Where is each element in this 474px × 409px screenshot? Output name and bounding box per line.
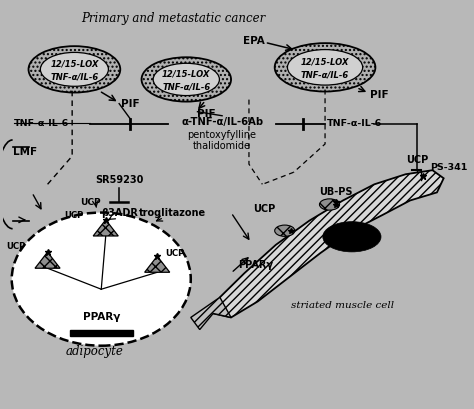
Text: SR59230: SR59230 <box>95 175 143 185</box>
Text: PIF: PIF <box>198 109 216 119</box>
Ellipse shape <box>12 213 191 346</box>
Text: TNF-α/IL-6: TNF-α/IL-6 <box>50 72 99 81</box>
Text: PPARγ: PPARγ <box>82 312 120 322</box>
Polygon shape <box>191 297 231 330</box>
Polygon shape <box>145 256 170 272</box>
Text: TNF-α-IL-6: TNF-α-IL-6 <box>327 119 383 128</box>
Text: UCP: UCP <box>254 204 276 213</box>
Text: LMF: LMF <box>13 147 37 157</box>
Text: UB-PS: UB-PS <box>319 187 353 198</box>
Polygon shape <box>213 170 444 317</box>
Text: PIF: PIF <box>370 90 388 100</box>
Text: UCP: UCP <box>406 155 428 165</box>
Text: PS-341: PS-341 <box>430 163 468 172</box>
Text: TNF-α-IL-6: TNF-α-IL-6 <box>14 119 69 128</box>
Text: troglitazone: troglitazone <box>139 208 207 218</box>
Text: striated muscle cell: striated muscle cell <box>292 301 394 310</box>
Text: UCP: UCP <box>65 211 84 220</box>
Ellipse shape <box>275 225 295 236</box>
Text: UCP: UCP <box>7 243 26 252</box>
Text: adipocyte: adipocyte <box>65 345 123 358</box>
Ellipse shape <box>287 49 363 85</box>
Ellipse shape <box>275 43 375 92</box>
Polygon shape <box>93 220 118 236</box>
Text: UCP: UCP <box>165 249 185 258</box>
Ellipse shape <box>28 46 120 92</box>
Ellipse shape <box>142 57 231 101</box>
Text: UCP: UCP <box>80 198 100 207</box>
Text: PIF: PIF <box>121 99 140 109</box>
Text: 12/15-LOX: 12/15-LOX <box>301 58 349 67</box>
Ellipse shape <box>40 52 109 86</box>
Polygon shape <box>70 330 133 336</box>
Text: β3ADR: β3ADR <box>100 208 137 218</box>
Text: TNF-α/IL-6: TNF-α/IL-6 <box>301 70 349 79</box>
Polygon shape <box>35 252 60 268</box>
Text: PPARγ: PPARγ <box>238 260 273 270</box>
Text: α-TNF-α/IL-6Ab: α-TNF-α/IL-6Ab <box>181 117 263 127</box>
Ellipse shape <box>323 222 381 252</box>
Text: thalidomide: thalidomide <box>193 141 251 151</box>
Text: 12/15-LOX: 12/15-LOX <box>162 70 210 79</box>
Text: 12/15-LOX: 12/15-LOX <box>50 60 99 69</box>
Text: TNF-α/IL-6: TNF-α/IL-6 <box>162 83 210 92</box>
Text: pentoxyfylline: pentoxyfylline <box>188 130 256 140</box>
Ellipse shape <box>319 199 339 210</box>
Text: Primary and metastatic cancer: Primary and metastatic cancer <box>81 12 265 25</box>
Text: EPA: EPA <box>243 36 264 46</box>
Ellipse shape <box>153 63 219 96</box>
